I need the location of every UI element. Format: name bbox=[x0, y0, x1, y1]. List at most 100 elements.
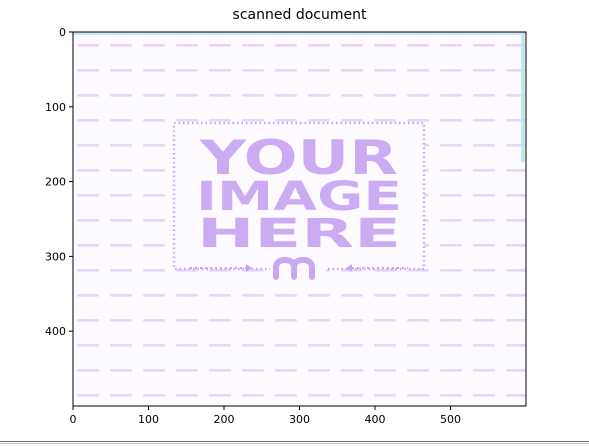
pattern-dash bbox=[407, 394, 429, 397]
pattern-dash bbox=[110, 44, 132, 47]
pattern-dash bbox=[308, 294, 330, 297]
pattern-dash bbox=[143, 269, 165, 272]
pattern-dash bbox=[308, 369, 330, 372]
pattern-dash bbox=[275, 94, 297, 97]
pattern-dash bbox=[473, 219, 495, 222]
pattern-dash bbox=[506, 244, 526, 247]
pattern-dash bbox=[110, 169, 132, 172]
pattern-dash bbox=[176, 69, 198, 72]
pattern-dash bbox=[341, 44, 363, 47]
pattern-dash bbox=[209, 394, 231, 397]
pattern-dash bbox=[242, 369, 264, 372]
pattern-dash bbox=[440, 119, 462, 122]
pattern-dash bbox=[77, 269, 99, 272]
pattern-dash bbox=[176, 294, 198, 297]
pattern-dash bbox=[143, 169, 165, 172]
pattern-dash bbox=[440, 319, 462, 322]
pattern-dash bbox=[308, 319, 330, 322]
pattern-dash bbox=[473, 69, 495, 72]
pattern-dash bbox=[440, 169, 462, 172]
pattern-dash bbox=[506, 319, 526, 322]
pattern-dash bbox=[143, 219, 165, 222]
pattern-dash bbox=[77, 169, 99, 172]
pattern-dash bbox=[275, 294, 297, 297]
pattern-dash bbox=[506, 194, 526, 197]
pattern-dash bbox=[77, 344, 99, 347]
pattern-dash bbox=[143, 44, 165, 47]
pattern-dash bbox=[440, 69, 462, 72]
pattern-dash bbox=[440, 219, 462, 222]
chart-title: scanned document bbox=[232, 7, 367, 23]
pattern-dash bbox=[209, 69, 231, 72]
pattern-dash bbox=[473, 369, 495, 372]
pattern-dash bbox=[77, 369, 99, 372]
pattern-dash bbox=[209, 119, 231, 122]
pattern-dash bbox=[407, 119, 429, 122]
pattern-dash bbox=[407, 94, 429, 97]
pattern-dash bbox=[77, 119, 99, 122]
pattern-dash bbox=[407, 294, 429, 297]
pattern-dash bbox=[176, 269, 198, 272]
pattern-dash bbox=[407, 369, 429, 372]
pattern-dash bbox=[506, 344, 526, 347]
pattern-dash bbox=[473, 319, 495, 322]
pattern-dash bbox=[374, 269, 396, 272]
pattern-dash bbox=[473, 94, 495, 97]
pattern-dash bbox=[110, 344, 132, 347]
pattern-dash bbox=[440, 269, 462, 272]
pattern-dash bbox=[473, 44, 495, 47]
y-tick-label: 400 bbox=[45, 325, 66, 338]
y-tick-label: 300 bbox=[45, 250, 66, 263]
pattern-dash bbox=[473, 344, 495, 347]
pattern-dash bbox=[143, 344, 165, 347]
pattern-dash bbox=[143, 319, 165, 322]
pattern-dash bbox=[341, 319, 363, 322]
pattern-dash bbox=[374, 394, 396, 397]
pattern-dash bbox=[143, 394, 165, 397]
placeholder-line-image: IMAGE bbox=[196, 174, 402, 220]
pattern-dash bbox=[308, 119, 330, 122]
pattern-dash bbox=[341, 369, 363, 372]
pattern-dash bbox=[110, 219, 132, 222]
pattern-dash bbox=[275, 69, 297, 72]
pattern-dash bbox=[341, 69, 363, 72]
pattern-dash bbox=[308, 44, 330, 47]
pattern-dash bbox=[374, 369, 396, 372]
pattern-dash bbox=[473, 244, 495, 247]
pattern-dash bbox=[242, 119, 264, 122]
logo-icon bbox=[270, 256, 326, 280]
pattern-dash bbox=[110, 244, 132, 247]
pattern-dash bbox=[407, 44, 429, 47]
pattern-dash bbox=[77, 94, 99, 97]
pattern-dash bbox=[242, 344, 264, 347]
pattern-dash bbox=[506, 394, 526, 397]
pattern-dash bbox=[374, 119, 396, 122]
pattern-dash bbox=[407, 69, 429, 72]
pattern-dash bbox=[407, 344, 429, 347]
pattern-dash bbox=[209, 319, 231, 322]
pattern-dash bbox=[473, 194, 495, 197]
pattern-dash bbox=[242, 294, 264, 297]
pattern-dash bbox=[374, 319, 396, 322]
pattern-dash bbox=[242, 394, 264, 397]
pattern-dash bbox=[143, 194, 165, 197]
pattern-dash bbox=[176, 94, 198, 97]
pattern-dash bbox=[440, 344, 462, 347]
pattern-dash bbox=[77, 244, 99, 247]
pattern-dash bbox=[77, 294, 99, 297]
x-tick-label: 200 bbox=[214, 413, 235, 426]
pattern-dash bbox=[341, 294, 363, 297]
pattern-dash bbox=[506, 219, 526, 222]
pattern-dash bbox=[242, 69, 264, 72]
y-tick-label: 0 bbox=[59, 26, 66, 39]
scanned-image: YOUR IMAGE HERE bbox=[73, 32, 526, 406]
frame-bottom-marks bbox=[190, 264, 408, 272]
pattern-dash bbox=[176, 119, 198, 122]
pattern-dash bbox=[275, 344, 297, 347]
pattern-dash bbox=[440, 394, 462, 397]
pattern-dash bbox=[143, 369, 165, 372]
pattern-dash bbox=[341, 344, 363, 347]
x-tick-label: 0 bbox=[70, 413, 77, 426]
pattern-dash bbox=[341, 94, 363, 97]
pattern-dash bbox=[407, 319, 429, 322]
